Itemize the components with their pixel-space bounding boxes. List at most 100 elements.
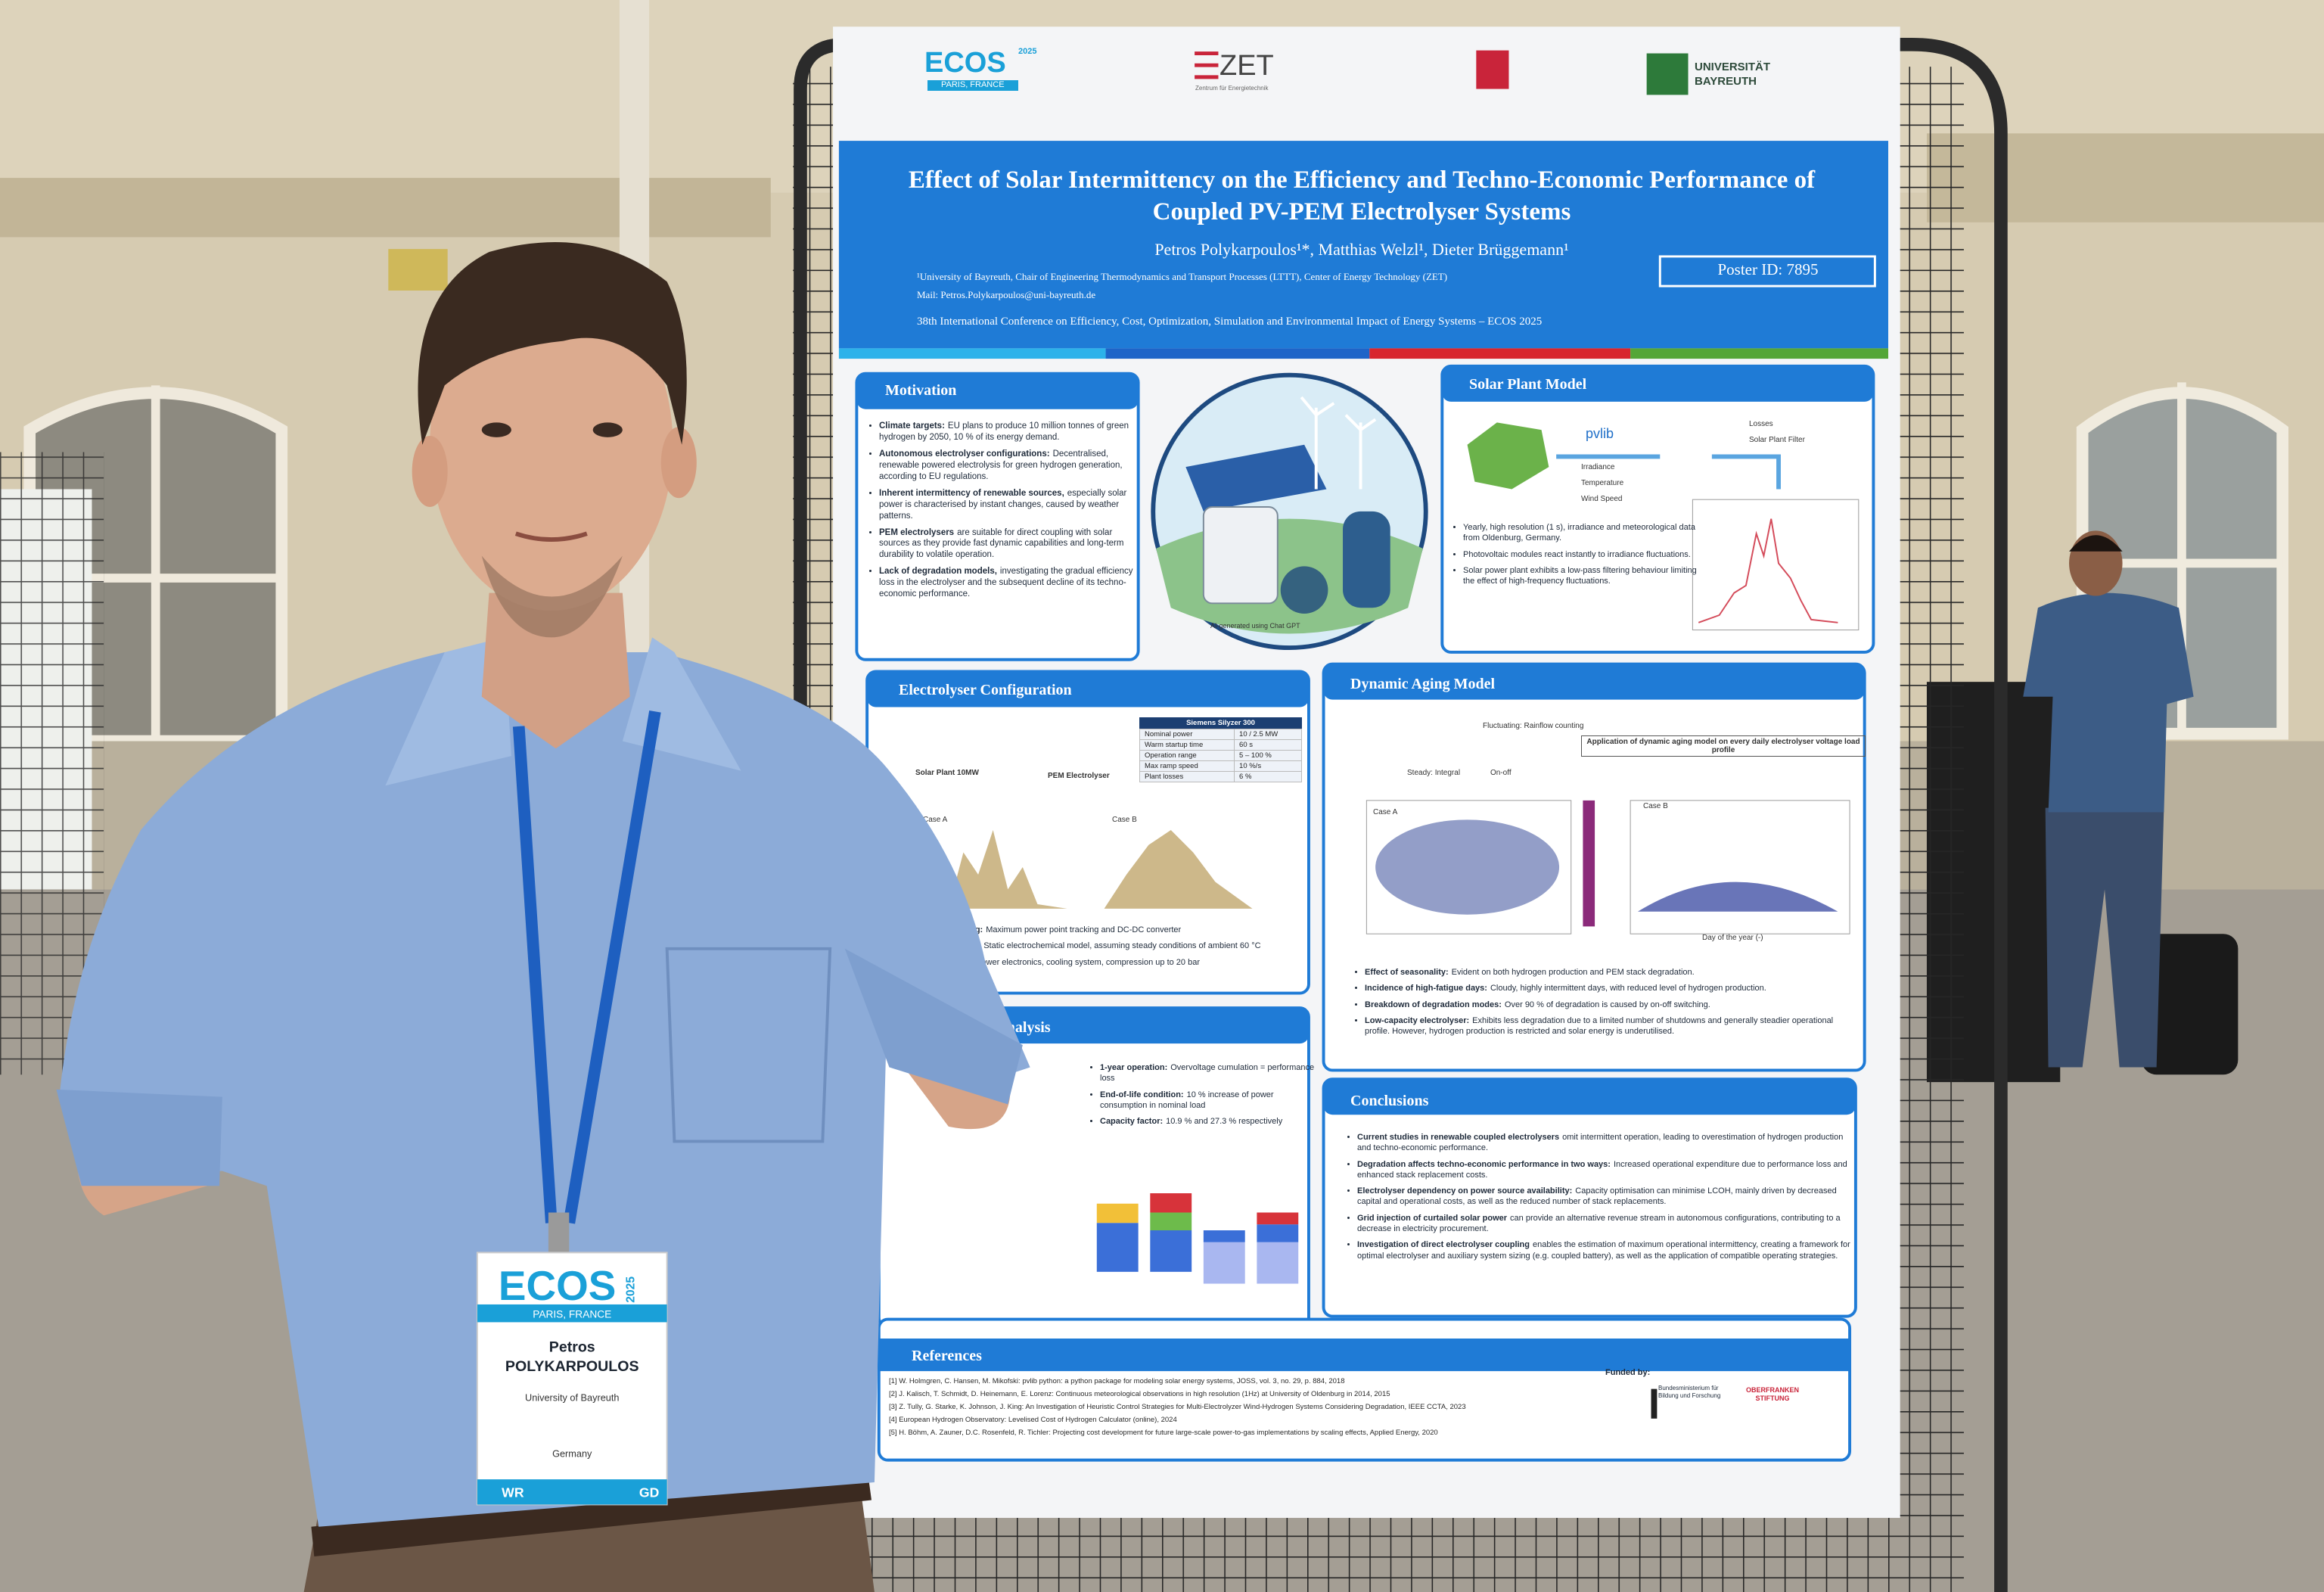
- bullet-lead: Capacity factor:: [1100, 1117, 1164, 1127]
- background-person-shirt: [2023, 592, 2194, 813]
- bullet-item: Degradation affects techno-economic perf…: [1357, 1159, 1856, 1181]
- diagram-label: Application of dynamic aging model on ev…: [1581, 735, 1866, 757]
- bullet-item: Grid injection of curtailed solar powerc…: [1357, 1213, 1856, 1235]
- bullet-text: Solar power plant exhibits a low-pass fi…: [1463, 565, 1697, 586]
- bullet-item: Electrolyser dependency on power source …: [1357, 1186, 1856, 1208]
- spec-cell: 6 %: [1234, 771, 1302, 782]
- bullet-item: Incidence of high-fatigue days:Cloudy, h…: [1365, 983, 1856, 993]
- ecos-logo-year: 2025: [1018, 47, 1037, 56]
- cost-bar: [1257, 1242, 1299, 1284]
- aging-list: Effect of seasonality:Evident on both hy…: [1354, 967, 1856, 1042]
- badge-band: [477, 1304, 667, 1323]
- solar-list: Yearly, high resolution (1 s), irradianc…: [1452, 522, 1698, 592]
- poster-title-line: Coupled PV-PEM Electrolyser Systems: [1152, 198, 1571, 225]
- bullet-lead: PEM electrolysers: [879, 527, 955, 537]
- references-list: [1] W. Holmgren, C. Hansen, M. Mikofski:…: [889, 1377, 1630, 1441]
- rolled-sleeve: [844, 948, 1023, 1105]
- diagram-label: Temperature: [1581, 479, 1624, 487]
- profile-area: [1104, 830, 1253, 909]
- diagram-label: Irradiance: [1581, 463, 1615, 471]
- cost-bar: [1257, 1212, 1299, 1225]
- accent-stripe: [1105, 348, 1370, 359]
- illustration: [1151, 372, 1428, 651]
- stubble: [481, 555, 623, 638]
- diagram-label: Case B: [1643, 802, 1668, 810]
- badge-first-name: Petros: [549, 1339, 595, 1356]
- badge-institution: University of Bayreuth: [525, 1391, 619, 1403]
- cost-bar: [1150, 1230, 1192, 1272]
- funder: Bundesministerium für Bildung und Forsch…: [1658, 1385, 1721, 1399]
- bullet-lead: Current studies in renewable coupled ele…: [1357, 1133, 1560, 1142]
- bullet-item: Lack of degradation models,investigating…: [879, 566, 1136, 600]
- spec-cell: 10 %/s: [1234, 760, 1302, 772]
- reference: [3] Z. Tully, G. Starke, K. Johnson, J. …: [889, 1403, 1466, 1411]
- bullet-lead: Inherent intermittency of renewable sour…: [879, 488, 1064, 498]
- bullet-item: End-of-life condition:10 % increase of p…: [1100, 1090, 1316, 1112]
- hair: [418, 241, 687, 445]
- cornice: [1926, 133, 2324, 222]
- conclusions-heading-band: [1323, 1079, 1856, 1115]
- diagram-label: pvlib: [1586, 426, 1614, 441]
- spec-row: Nominal power 10 / 2.5 MW: [1139, 729, 1302, 740]
- bullet-text: Capacity optimisation can minimise LCOH,…: [1357, 1186, 1837, 1207]
- bullet-text: Photovoltaic modules react instantly to …: [1463, 549, 1691, 559]
- eye: [592, 422, 623, 437]
- diagram-label: Wind Speed: [1581, 495, 1623, 503]
- rolled-sleeve: [56, 1089, 222, 1186]
- badge-code: WR: [502, 1485, 524, 1500]
- flag-mark: [1651, 1388, 1658, 1419]
- bullet-lead: Breakdown of degradation modes:: [1365, 1000, 1502, 1009]
- cost-bar: [1150, 1193, 1192, 1213]
- diagram-label: Losses: [1749, 420, 1773, 428]
- illustration-tank: [1343, 511, 1390, 608]
- bullet-lead: Lack of degradation models,: [879, 567, 997, 577]
- bullet-text: Decentralised, renewable powered electro…: [879, 449, 1123, 481]
- bullet-text: Cloudy, highly intermittent days, with r…: [1490, 984, 1766, 993]
- bullet-lead: Grid injection of curtailed solar power: [1357, 1213, 1508, 1223]
- bullet-text: omit intermittent operation, leading to …: [1357, 1133, 1844, 1153]
- bullet-text: Maximum power point tracking and DC-DC c…: [986, 925, 1182, 934]
- poster-id-box: [1658, 255, 1876, 288]
- poster-header-band: [838, 141, 1888, 349]
- bullet-item: Yearly, high resolution (1 s), irradianc…: [1463, 522, 1698, 544]
- badge-place: PARIS, FRANCE: [533, 1309, 611, 1320]
- ear: [412, 435, 448, 507]
- bullet-item: Current studies in renewable coupled ele…: [1357, 1132, 1856, 1154]
- backpack: [2142, 934, 2239, 1075]
- bullet-lead: Climate targets:: [879, 421, 945, 431]
- funder: OBERFRANKEN STIFTUNG: [1745, 1386, 1799, 1403]
- bullet-item: Investigation of direct electrolyser cou…: [1357, 1239, 1856, 1261]
- authors: Petros Polykarpoulos¹*, Matthias Welzl¹,…: [1154, 240, 1569, 259]
- bullet-lead: 1-year operation:: [1100, 1063, 1168, 1072]
- badge-code: GD: [639, 1485, 659, 1500]
- section-heading: References: [912, 1348, 982, 1364]
- cost-bar: [1150, 1212, 1192, 1230]
- bullet-item: Photovoltaic modules react instantly to …: [1463, 549, 1698, 560]
- bullet-lead: Investigation of direct electrolyser cou…: [1357, 1240, 1530, 1250]
- flow-arrow: [1556, 454, 1781, 490]
- bullet-lead: Low-capacity electrolyser:: [1365, 1015, 1470, 1025]
- lttt-logo: LTTT: [1479, 58, 1505, 70]
- poster-title-line: Effect of Solar Intermittency on the Eff…: [908, 166, 1816, 194]
- accent-stripe: [838, 348, 1106, 359]
- diagram-label: Fluctuating: Rainflow counting: [1483, 722, 1584, 730]
- illustration-wind-turbines: [1300, 396, 1377, 490]
- bullet-text: can provide an alternative revenue strea…: [1357, 1213, 1841, 1234]
- bullet-text: especially solar power is characterised …: [879, 488, 1127, 521]
- section-heading: Motivation: [885, 382, 957, 399]
- lanyard-clip: [548, 1212, 570, 1258]
- badge-logo: ECOS: [499, 1262, 616, 1309]
- economic-list: 1-year operation:Overvoltage cumulation …: [1089, 1062, 1316, 1132]
- diagram-fragments: [948, 422, 1860, 1419]
- bullet-text: are suitable for direct coupling with so…: [879, 527, 1124, 560]
- spec-cell: Operation range: [1139, 750, 1235, 761]
- bullet-item: Solar power plant exhibits a low-pass fi…: [1463, 565, 1698, 587]
- bullet-lead: End-of-life condition:: [1100, 1090, 1184, 1099]
- bullet-item: 1-year operation:Overvoltage cumulation …: [1100, 1062, 1316, 1084]
- sign: [388, 249, 448, 291]
- colorbar: [1583, 800, 1595, 927]
- bullet-text: EU plans to produce 10 million tonnes of…: [879, 421, 1129, 442]
